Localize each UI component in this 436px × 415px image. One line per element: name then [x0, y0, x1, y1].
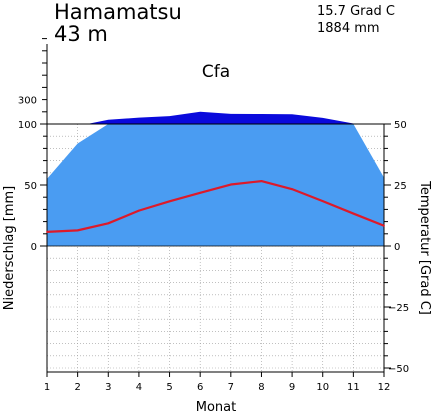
right-tick-label: 25 — [394, 181, 407, 192]
left-tick-label: 0 — [31, 242, 37, 253]
temperature-line — [46, 179, 385, 233]
precipitation-area — [47, 124, 384, 246]
temperature-point — [383, 224, 385, 227]
temperature-point — [107, 222, 110, 225]
temperature-point — [260, 180, 263, 182]
x-tick-label: 12 — [378, 382, 391, 393]
mean-temperature: 15.7 Grad C — [317, 4, 395, 19]
temperature-point — [229, 183, 232, 186]
x-tick-label: 8 — [258, 382, 264, 393]
right-tick-label: −25 — [388, 303, 409, 314]
left-axis-label: Niederschlag [mm] — [2, 186, 17, 311]
right-axis-label: Temperatur [Grad C] — [417, 180, 432, 315]
temperature-point — [291, 188, 293, 191]
right-tick-label: −50 — [388, 364, 409, 375]
x-tick-label: 2 — [74, 382, 80, 393]
x-tick-label: 7 — [228, 382, 234, 393]
x-tick-label: 10 — [316, 382, 329, 393]
precipitation-excess-area — [47, 111, 384, 124]
temperature-point — [76, 229, 79, 232]
temperature-point — [199, 191, 202, 194]
temperature-point — [46, 230, 48, 233]
x-tick-label: 11 — [347, 382, 360, 393]
x-axis-label: Monat — [196, 400, 236, 415]
right-tick-label: 50 — [394, 120, 407, 131]
x-tick-label: 1 — [44, 382, 50, 393]
temperature-point — [138, 209, 140, 212]
station-name: Hamamatsu — [54, 0, 182, 24]
climate-class: Cfa — [202, 62, 230, 82]
station-elevation: 43 m — [54, 22, 108, 46]
x-tick-label: 9 — [289, 382, 295, 393]
left-tick-label: 300 — [18, 96, 37, 107]
x-tick-label: 5 — [166, 382, 172, 393]
temperature-point — [352, 212, 355, 215]
temperature-point — [321, 200, 324, 203]
annual-precipitation: 1884 mm — [317, 21, 380, 36]
x-tick-label: 4 — [136, 382, 142, 393]
x-tick-label: 3 — [105, 382, 111, 393]
temperature-point — [168, 200, 171, 203]
x-tick-label: 6 — [197, 382, 203, 393]
left-tick-label: 100 — [18, 120, 37, 131]
left-tick-label: 50 — [24, 181, 37, 192]
right-tick-label: 0 — [394, 242, 400, 253]
